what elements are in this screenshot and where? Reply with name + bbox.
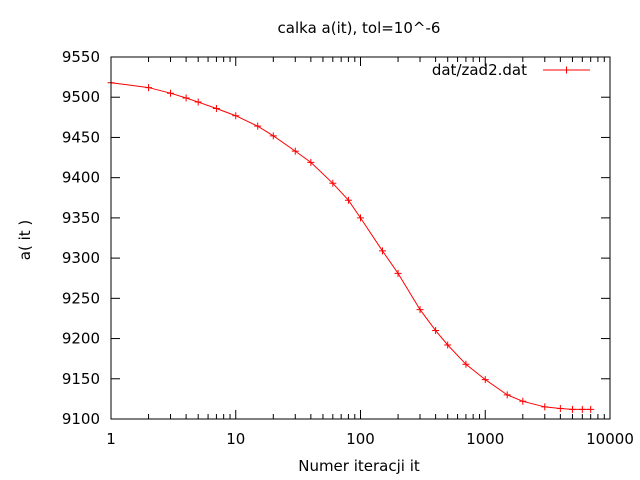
x-tick-label: 10000 [586, 430, 634, 448]
data-point [232, 112, 240, 120]
y-tick-label: 9200 [62, 330, 100, 348]
series-line [110, 82, 591, 410]
y-tick-label: 9350 [62, 209, 100, 227]
plot-frame [110, 56, 611, 420]
data-point [394, 269, 402, 277]
data-point [416, 306, 424, 314]
legend-marker [563, 66, 570, 74]
data-point [145, 84, 153, 92]
chart-title: calka a(it), tol=10^-6 [278, 19, 441, 37]
x-axis-label: Numer iteracji it [298, 457, 420, 475]
series-group [107, 79, 595, 413]
y-tick-label: 9150 [62, 370, 100, 388]
data-point [378, 247, 386, 255]
data-point [587, 405, 595, 413]
x-tick-label: 10 [226, 430, 245, 448]
y-tick-label: 9250 [62, 289, 100, 307]
data-point [329, 179, 337, 187]
data-point [503, 391, 511, 399]
y-tick-label: 9100 [62, 410, 100, 428]
x-tick-label: 100 [346, 430, 375, 448]
legend-label: dat/zad2.dat [432, 61, 527, 79]
data-point [269, 132, 277, 140]
data-point [254, 122, 262, 130]
data-point [462, 360, 470, 368]
data-point [291, 147, 299, 155]
data-point [167, 89, 175, 97]
y-tick-label: 9550 [62, 48, 100, 66]
data-point [307, 158, 315, 166]
data-point [357, 214, 364, 222]
data-point [568, 405, 576, 413]
data-point [432, 327, 440, 335]
data-point [578, 405, 586, 413]
data-point [556, 405, 564, 413]
y-tick-label: 9450 [62, 128, 100, 146]
x-tick-label: 1000 [466, 430, 504, 448]
y-tick-label: 9500 [62, 88, 100, 106]
data-point [481, 376, 489, 384]
y-tick-label: 9300 [62, 249, 100, 267]
data-point [541, 403, 549, 411]
data-point [519, 397, 527, 405]
data-point [344, 196, 352, 204]
y-tick-label: 9400 [62, 169, 100, 187]
axis-ticks: 1 10 100 1000 10000 9100 9150 9200 9250 9300 9350 9… [62, 48, 634, 448]
data-point [194, 98, 202, 106]
x-tick-label: 1 [106, 430, 116, 448]
y-axis-label: a( it ) [16, 220, 34, 260]
data-point [182, 94, 190, 102]
data-point [444, 341, 452, 349]
data-point [212, 104, 220, 112]
legend: dat/zad2.dat [432, 61, 590, 79]
